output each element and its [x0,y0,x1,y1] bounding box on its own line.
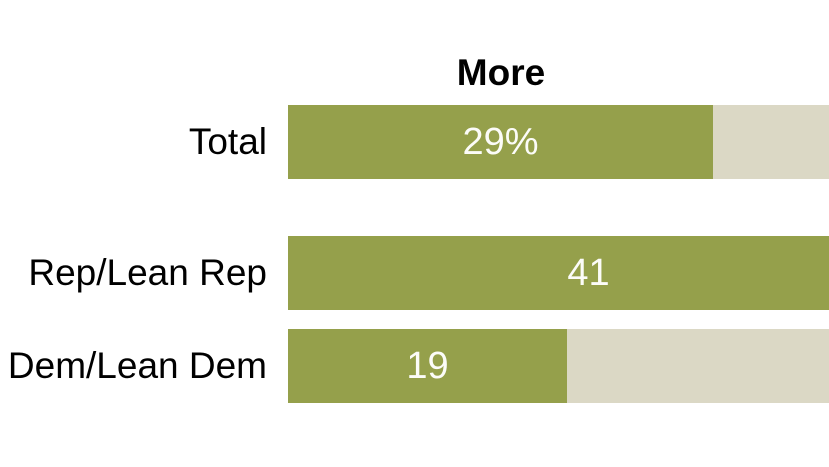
bar-track: 19 [288,329,829,403]
bar-value-label: 19 [406,344,449,387]
bar-value-label: 29% [462,120,539,163]
category-label-rep: Rep/Lean Rep [28,252,267,293]
bar-fill: 19 [288,329,567,403]
bar-track: 41 [288,236,829,310]
category-label-dem: Dem/Lean Dem [7,345,267,386]
chart-title: More [456,52,546,93]
bar-value-label: 41 [567,251,610,294]
bar-fill: 41 [288,236,829,310]
bar-track: 29% [288,105,829,179]
category-label-total: Total [188,121,267,162]
bar-fill: 29% [288,105,713,179]
